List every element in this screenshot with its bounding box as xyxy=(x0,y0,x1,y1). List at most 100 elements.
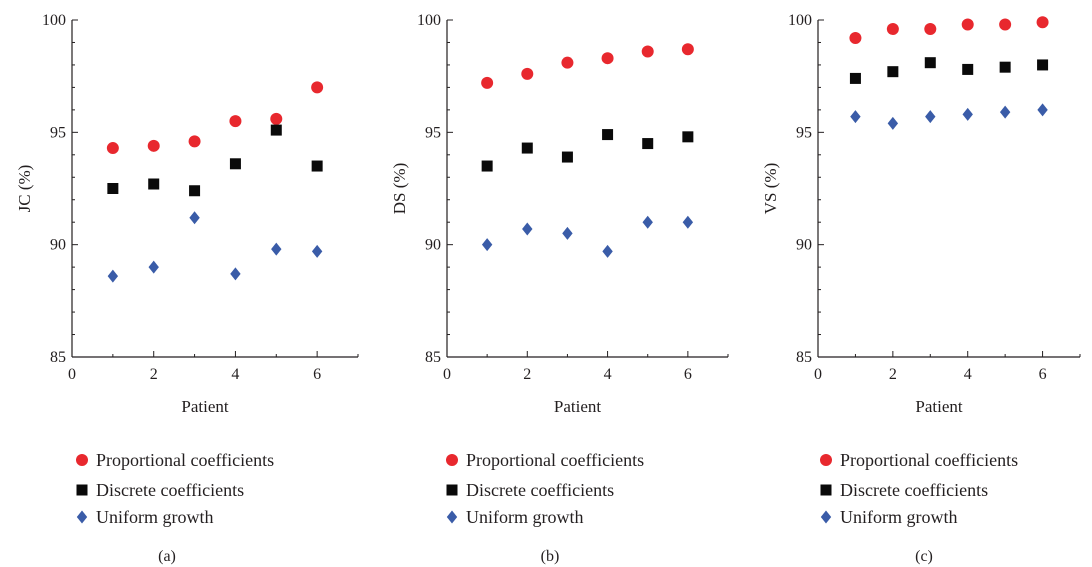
data-point-square xyxy=(642,138,654,150)
legend-label: Proportional coefficients xyxy=(466,450,644,470)
y-tick-label: 100 xyxy=(417,12,441,29)
data-point-circle xyxy=(641,45,654,58)
data-point-diamond xyxy=(148,260,159,274)
legend-marker-circle xyxy=(446,454,458,466)
x-tick-label: 4 xyxy=(604,366,612,383)
data-point-square xyxy=(311,160,323,172)
data-point-circle xyxy=(601,52,614,65)
data-point-square xyxy=(481,160,493,172)
data-point-diamond xyxy=(562,226,573,240)
data-point-circle xyxy=(561,56,574,69)
panel-label: (c) xyxy=(915,548,933,565)
y-tick-label: 90 xyxy=(796,237,812,254)
y-tick-label: 95 xyxy=(796,124,812,141)
y-tick-label: 90 xyxy=(425,237,441,254)
legend-marker-square xyxy=(446,484,458,496)
legend-label: Uniform growth xyxy=(466,507,583,527)
data-point-diamond xyxy=(642,215,653,229)
x-tick-label: 4 xyxy=(231,366,239,383)
data-point-square xyxy=(602,129,614,141)
y-tick-label: 85 xyxy=(50,349,66,366)
y-tick-label: 85 xyxy=(425,349,441,366)
x-tick-label: 6 xyxy=(313,366,321,383)
x-axis-title: Patient xyxy=(554,397,601,416)
data-point-square xyxy=(107,183,119,194)
data-point-circle xyxy=(1036,16,1049,29)
data-point-circle xyxy=(849,31,862,44)
x-tick-label: 0 xyxy=(814,366,822,383)
data-point-square xyxy=(270,124,282,136)
data-point-circle xyxy=(481,76,494,89)
data-point-square xyxy=(887,66,899,78)
legend-marker-diamond xyxy=(76,510,88,524)
data-point-square xyxy=(924,57,936,69)
legend-label: Proportional coefficients xyxy=(96,450,274,470)
legend-label: Uniform growth xyxy=(840,507,957,527)
data-point-circle xyxy=(886,22,899,35)
data-point-circle xyxy=(311,81,324,94)
legend-marker-circle xyxy=(76,454,88,466)
data-point-circle xyxy=(961,18,974,31)
data-point-circle xyxy=(999,18,1012,31)
x-tick-label: 2 xyxy=(889,366,897,383)
data-point-diamond xyxy=(925,110,936,124)
data-point-diamond xyxy=(999,105,1011,119)
legend-marker-diamond xyxy=(820,510,832,524)
data-point-diamond xyxy=(602,244,613,258)
data-point-circle xyxy=(521,67,534,80)
data-point-square xyxy=(849,72,861,84)
legend-marker-diamond xyxy=(446,510,458,524)
data-point-diamond xyxy=(682,215,694,229)
chart-panel-1: 0 2 4 6 85 90 95 100 Patient JC (%) Proportional c… xyxy=(15,12,359,565)
data-point-circle xyxy=(106,142,119,155)
y-axis-title: DS (%) xyxy=(390,163,409,214)
x-tick-label: 6 xyxy=(684,366,692,383)
legend-marker-square xyxy=(820,484,832,496)
x-tick-label: 6 xyxy=(1039,366,1047,383)
data-point-square xyxy=(962,63,974,75)
data-point-diamond xyxy=(311,244,323,258)
data-point-circle xyxy=(924,22,937,35)
data-point-square xyxy=(148,178,160,190)
x-tick-label: 0 xyxy=(68,366,76,383)
data-point-circle xyxy=(270,112,283,125)
panel-label: (a) xyxy=(158,548,176,565)
data-point-circle xyxy=(229,115,242,128)
data-point-diamond xyxy=(887,116,899,130)
x-tick-label: 2 xyxy=(523,366,531,383)
x-tick-label: 4 xyxy=(964,366,972,383)
data-point-circle xyxy=(188,135,201,148)
data-point-square xyxy=(229,158,241,170)
chart-panel-3: 0 2 4 6 85 90 95 100 Patient VS (%) Proportional c… xyxy=(761,12,1081,565)
y-tick-label: 95 xyxy=(425,124,441,141)
y-tick-label: 95 xyxy=(50,124,66,141)
x-axis-title: Patient xyxy=(181,397,228,416)
data-point-diamond xyxy=(107,269,119,283)
x-tick-label: 2 xyxy=(150,366,158,383)
data-point-diamond xyxy=(1037,103,1048,117)
data-point-diamond xyxy=(481,238,493,252)
data-point-diamond xyxy=(962,107,973,121)
data-point-circle xyxy=(147,139,160,152)
data-point-square xyxy=(1037,59,1049,71)
panel-label: (b) xyxy=(541,548,560,565)
legend-label: Uniform growth xyxy=(96,507,213,527)
legend-label: Discrete coefficients xyxy=(466,480,614,500)
data-point-diamond xyxy=(271,242,282,256)
legend-label: Proportional coefficients xyxy=(840,450,1018,470)
legend-label: Discrete coefficients xyxy=(96,480,244,500)
data-point-diamond xyxy=(189,211,200,225)
data-point-square xyxy=(999,61,1011,73)
legend-marker-square xyxy=(76,484,88,496)
data-point-square xyxy=(682,131,694,143)
data-point-diamond xyxy=(230,267,241,281)
data-point-circle xyxy=(681,43,694,56)
data-point-square xyxy=(521,142,533,154)
legend-marker-circle xyxy=(820,454,832,466)
y-tick-label: 100 xyxy=(788,12,812,29)
data-point-square xyxy=(189,185,201,197)
y-tick-label: 85 xyxy=(796,349,812,366)
chart-panel-2: 0 2 4 6 85 90 95 100 Patient DS (%) Proportional c… xyxy=(390,12,729,565)
data-point-diamond xyxy=(522,222,533,236)
